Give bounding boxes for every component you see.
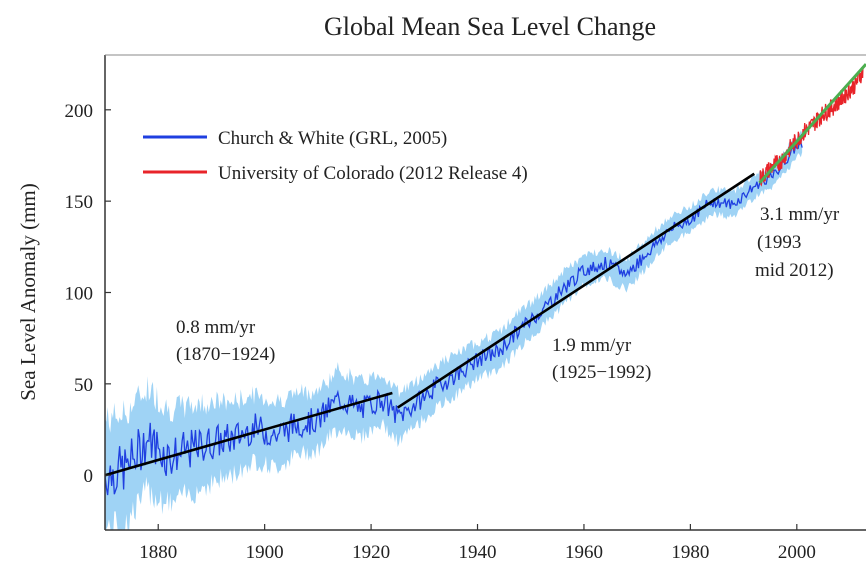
x-tick-label: 1960 — [565, 542, 603, 563]
x-tick-label: 2000 — [778, 542, 816, 563]
legend-label-colorado: University of Colorado (2012 Release 4) — [218, 163, 528, 184]
series-colorado-line — [758, 66, 864, 187]
trend-rate-1870-1924: 0.8 mm/yr — [176, 317, 256, 338]
plot-area — [105, 63, 866, 530]
y-tick-label: 150 — [65, 192, 94, 213]
trend-period-1925-1992: (1925−1992) — [552, 362, 651, 383]
trend-period-mid-2012: mid 2012) — [755, 260, 834, 281]
x-tick-label: 1920 — [352, 542, 390, 563]
series-layer — [105, 66, 864, 496]
x-tick-label: 1940 — [459, 542, 497, 563]
series-church-white-line — [105, 140, 803, 496]
trend-annotations: 0.8 mm/yr (1870−1924) 1.9 mm/yr (1925−19… — [176, 204, 840, 383]
trend-line-0 — [105, 391, 393, 477]
trend-line-2 — [758, 63, 866, 184]
x-tick-label: 1880 — [139, 542, 177, 563]
trend-layer — [105, 63, 866, 477]
y-axis-label: Sea Level Anomaly (mm) — [16, 183, 40, 401]
x-tick-label: 1980 — [671, 542, 709, 563]
y-tick-label: 200 — [65, 101, 94, 122]
legend: Church & White (GRL, 2005) University of… — [143, 128, 528, 184]
trend-rate-1925-1992: 1.9 mm/yr — [552, 335, 632, 356]
trend-line-1 — [396, 172, 755, 409]
x-tick-label: 1900 — [246, 542, 284, 563]
tick-layer: 1880 1900 1920 1940 1960 1980 2000 0 50 100 150 200 — [65, 101, 816, 563]
trend-period-1870-1924: (1870−1924) — [176, 344, 275, 365]
y-tick-label: 0 — [84, 466, 94, 487]
y-tick-label: 50 — [74, 375, 93, 396]
legend-label-church-white: Church & White (GRL, 2005) — [218, 128, 447, 149]
trend-rate-1993-2012: 3.1 mm/yr — [760, 204, 840, 225]
trend-period-1993: (1993 — [757, 232, 801, 253]
chart-title: Global Mean Sea Level Change — [324, 12, 656, 41]
y-tick-label: 100 — [65, 284, 94, 305]
